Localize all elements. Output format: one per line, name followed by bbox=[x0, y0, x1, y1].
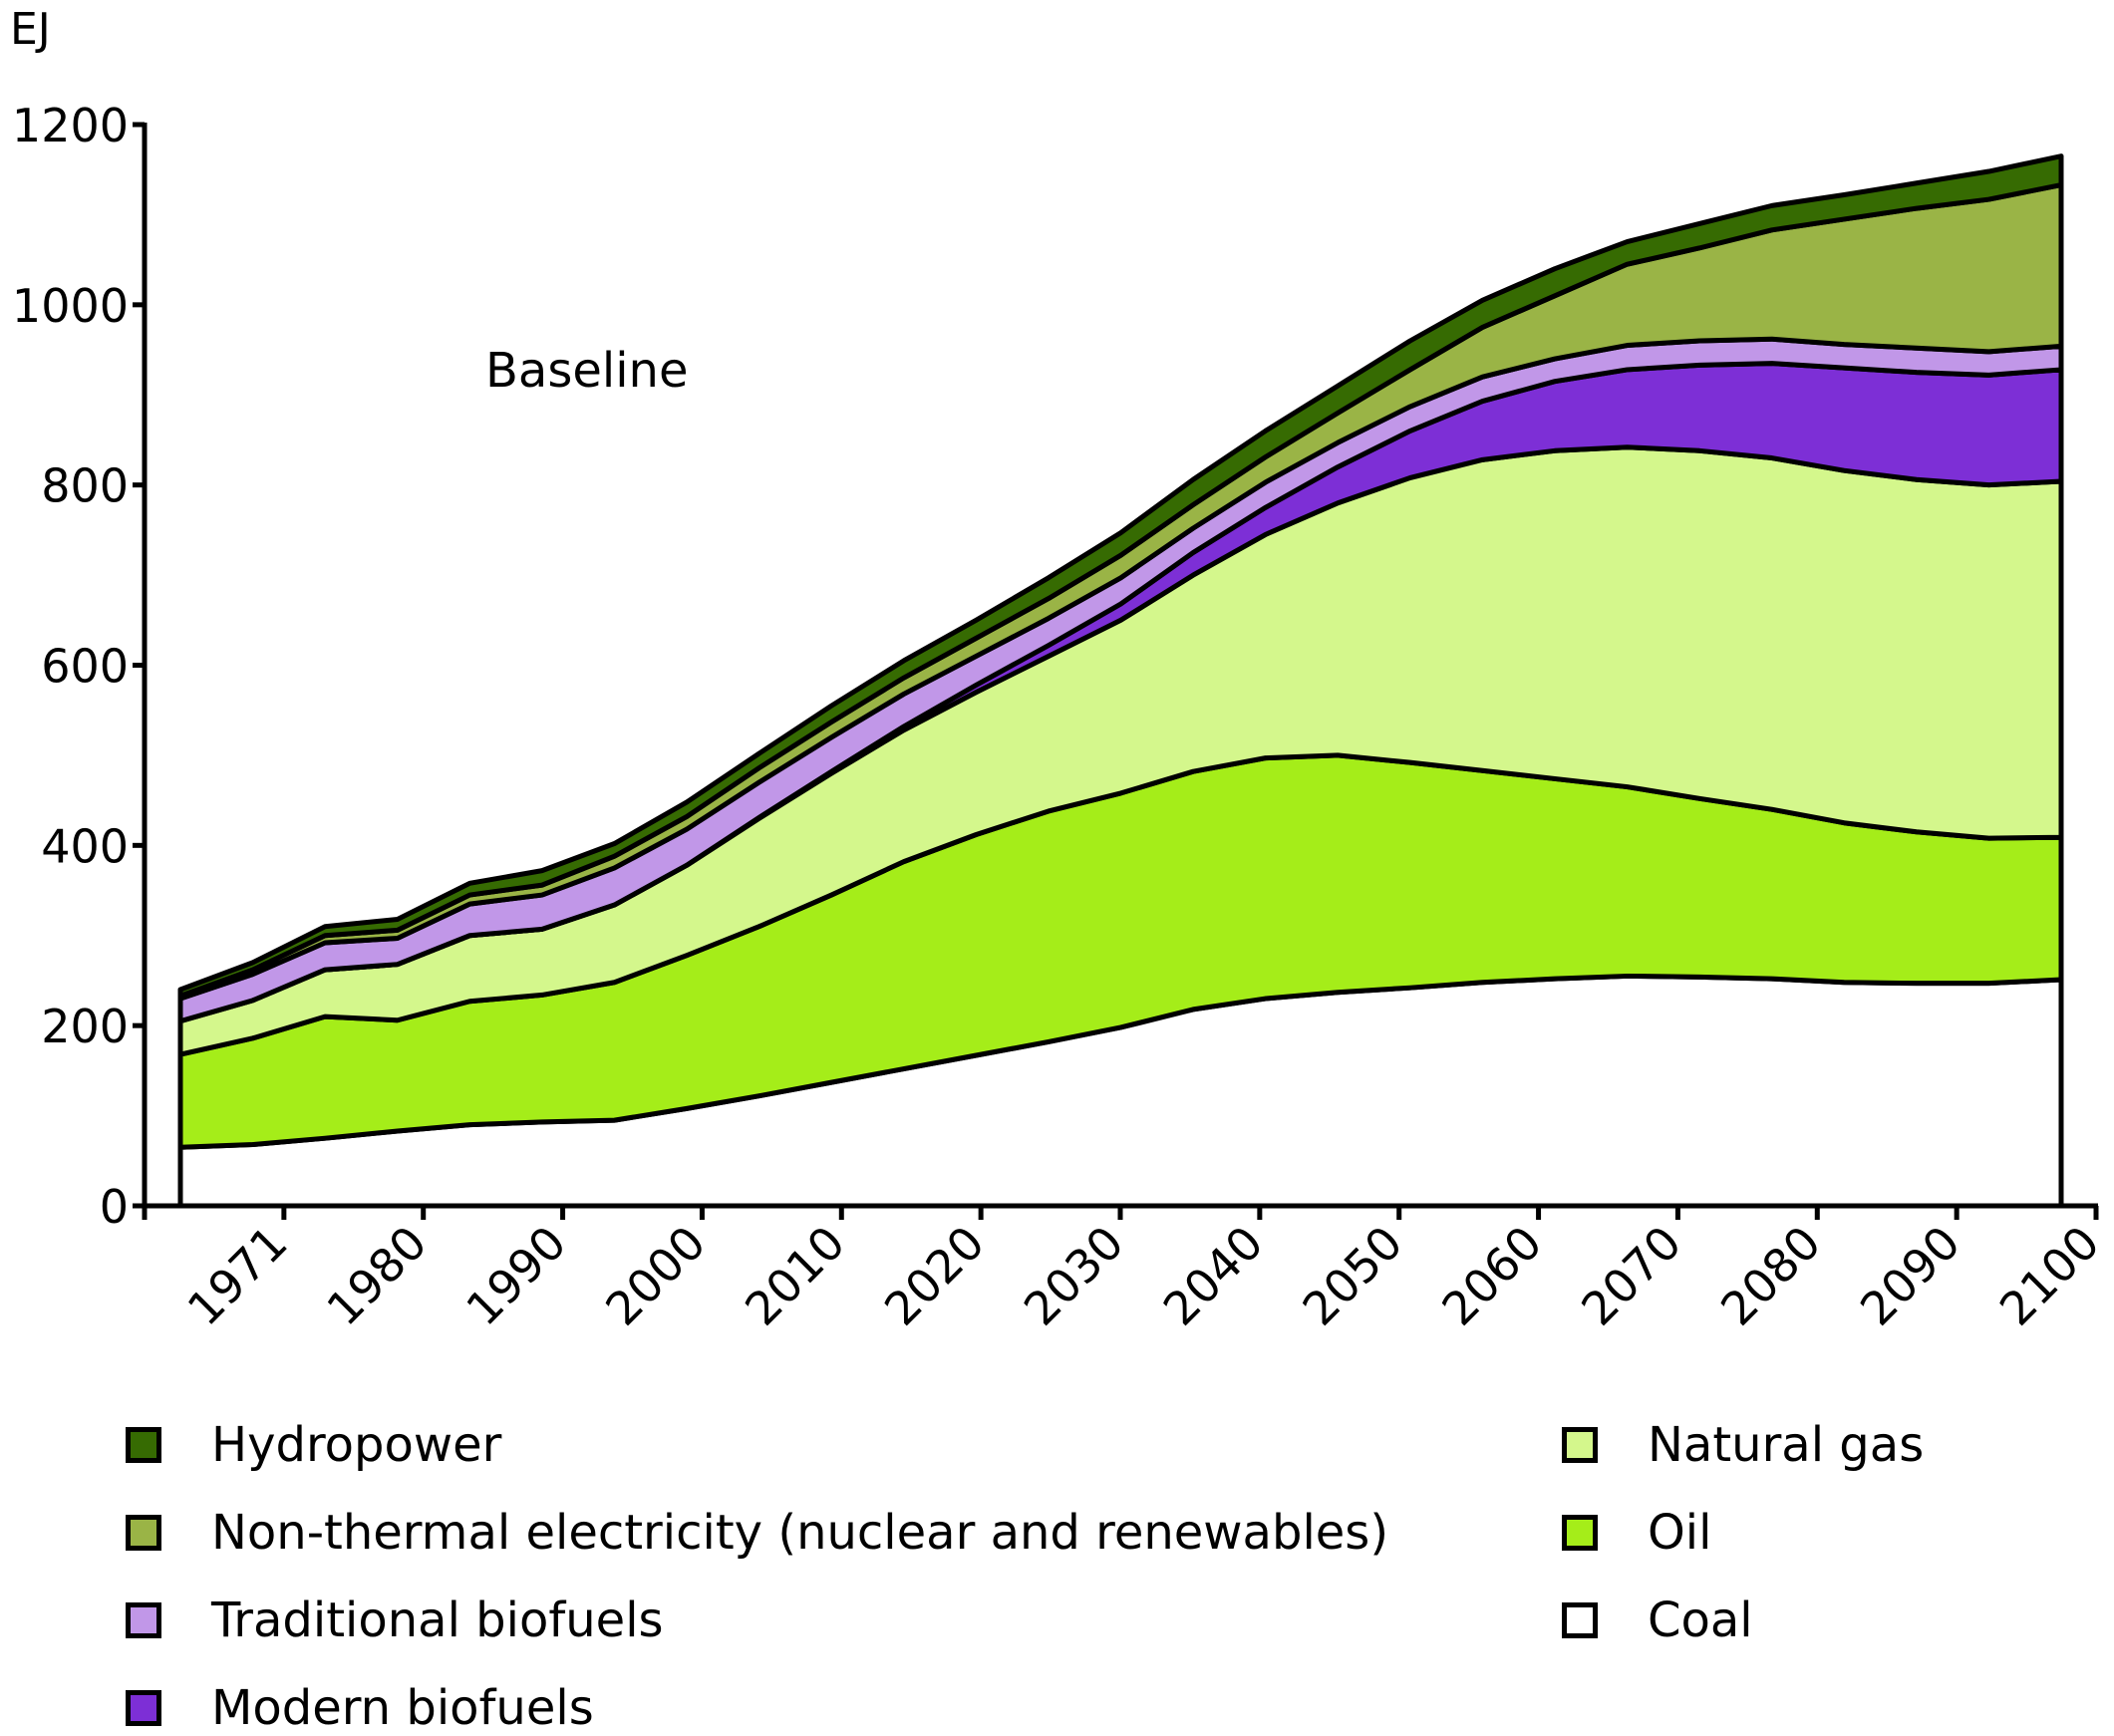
x-tick-label: 2070 bbox=[1571, 1216, 1691, 1336]
legend-label: Oil bbox=[1648, 1505, 1712, 1561]
legend-item: Natural gas bbox=[1562, 1417, 1924, 1473]
x-tick-label: 2080 bbox=[1710, 1216, 1831, 1336]
legend-item: Oil bbox=[1562, 1505, 1711, 1561]
x-tick-label: 2090 bbox=[1850, 1216, 1970, 1336]
x-tick-label: 1980 bbox=[317, 1216, 438, 1336]
y-axis-label: EJ bbox=[10, 4, 51, 55]
legend-swatch bbox=[1562, 1427, 1598, 1463]
legend-item: Modern biofuels bbox=[126, 1680, 594, 1736]
legend-label: Natural gas bbox=[1648, 1417, 1925, 1473]
x-tick-label: 1990 bbox=[455, 1216, 576, 1336]
legend-item: Hydropower bbox=[126, 1417, 501, 1473]
legend-label: Coal bbox=[1648, 1592, 1753, 1648]
y-tick-label: 400 bbox=[41, 819, 129, 873]
y-tick-label: 800 bbox=[41, 459, 129, 513]
legend-item: Coal bbox=[1562, 1592, 1753, 1648]
legend-swatch bbox=[126, 1602, 161, 1638]
scenario-annotation: Baseline bbox=[485, 343, 689, 399]
x-tick-label: 2030 bbox=[1014, 1216, 1134, 1336]
legend-item: Traditional biofuels bbox=[126, 1592, 664, 1648]
x-tick-label: 2020 bbox=[874, 1216, 995, 1336]
y-tick-label: 200 bbox=[41, 1000, 129, 1053]
x-tick-label: 2100 bbox=[1989, 1216, 2110, 1336]
area-layers bbox=[177, 153, 2064, 1209]
legend-swatch bbox=[126, 1690, 161, 1726]
legend-swatch bbox=[126, 1515, 161, 1551]
x-tick-label: 2010 bbox=[735, 1216, 855, 1336]
legend-label: Modern biofuels bbox=[211, 1680, 594, 1736]
x-tick-label: 2000 bbox=[595, 1216, 716, 1336]
legend-label: Traditional biofuels bbox=[211, 1592, 664, 1648]
legend-label: Hydropower bbox=[211, 1417, 502, 1473]
x-tick-label: 2040 bbox=[1153, 1216, 1274, 1336]
x-tick-label: 1971 bbox=[177, 1216, 298, 1336]
y-tick-label: 600 bbox=[41, 640, 129, 694]
y-tick-label: 1200 bbox=[12, 99, 129, 152]
legend-item: Non-thermal electricity (nuclear and ren… bbox=[126, 1505, 1388, 1561]
y-tick-label: 0 bbox=[100, 1180, 129, 1234]
legend-swatch bbox=[126, 1427, 161, 1463]
y-tick-label: 1000 bbox=[12, 279, 129, 333]
legend-label: Non-thermal electricity (nuclear and ren… bbox=[211, 1505, 1389, 1561]
legend-swatch bbox=[1562, 1602, 1598, 1638]
x-tick-label: 2050 bbox=[1293, 1216, 1413, 1336]
x-tick-label: 2060 bbox=[1431, 1216, 1552, 1336]
legend-swatch bbox=[1562, 1515, 1598, 1551]
